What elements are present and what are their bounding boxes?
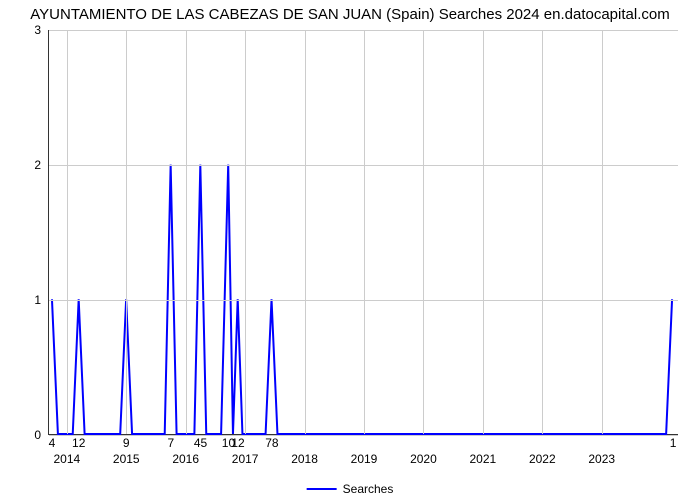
datapoint-label: 1 [670,436,677,450]
gridline-v [423,30,424,434]
gridline-v [305,30,306,434]
legend-swatch [307,488,337,490]
x-tick-label: 2018 [291,452,318,466]
x-tick-label: 2015 [113,452,140,466]
x-tick-label: 2017 [232,452,259,466]
datapoint-label: 9 [123,436,130,450]
chart-title: AYUNTAMIENTO DE LAS CABEZAS DE SAN JUAN … [0,6,700,23]
gridline-h [49,435,678,436]
y-tick-label: 2 [34,158,41,172]
gridline-v [542,30,543,434]
legend-label: Searches [343,482,394,496]
y-tick-label: 0 [34,428,41,442]
gridline-v [245,30,246,434]
legend: Searches [307,482,394,496]
datapoint-label: 4 [49,436,56,450]
x-tick-label: 2016 [172,452,199,466]
y-tick-label: 3 [34,23,41,37]
gridline-v [483,30,484,434]
gridline-v [602,30,603,434]
y-tick-label: 1 [34,293,41,307]
datapoint-label: 45 [194,436,207,450]
chart-container: AYUNTAMIENTO DE LAS CABEZAS DE SAN JUAN … [0,0,700,500]
x-tick-label: 2014 [53,452,80,466]
gridline-v [67,30,68,434]
plot-area: 0123201420152016201720182019202020212022… [48,30,678,435]
gridline-v [364,30,365,434]
datapoint-label: 78 [265,436,278,450]
gridline-v [186,30,187,434]
gridline-v [126,30,127,434]
x-tick-label: 2019 [351,452,378,466]
datapoint-label: 12 [72,436,85,450]
x-tick-label: 2022 [529,452,556,466]
datapoint-label: 7 [167,436,174,450]
x-tick-label: 2020 [410,452,437,466]
x-tick-label: 2023 [588,452,615,466]
x-tick-label: 2021 [470,452,497,466]
datapoint-label: 12 [231,436,244,450]
